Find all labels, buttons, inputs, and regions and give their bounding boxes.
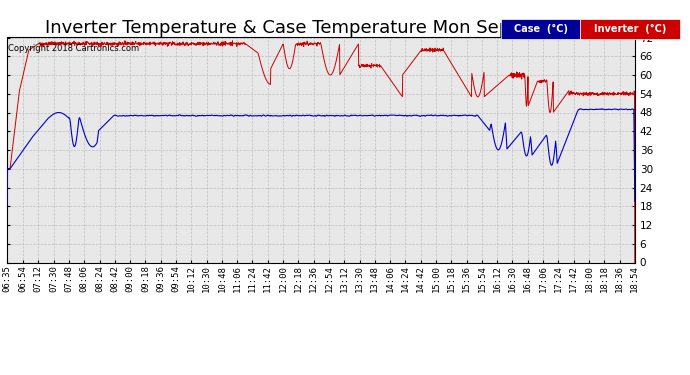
- Title: Inverter Temperature & Case Temperature Mon Sep 17 18:54: Inverter Temperature & Case Temperature …: [45, 20, 597, 38]
- Text: Copyright 2018 Cartronics.com: Copyright 2018 Cartronics.com: [8, 44, 139, 53]
- Text: Inverter  (°C): Inverter (°C): [594, 24, 667, 34]
- Text: Case  (°C): Case (°C): [513, 24, 568, 34]
